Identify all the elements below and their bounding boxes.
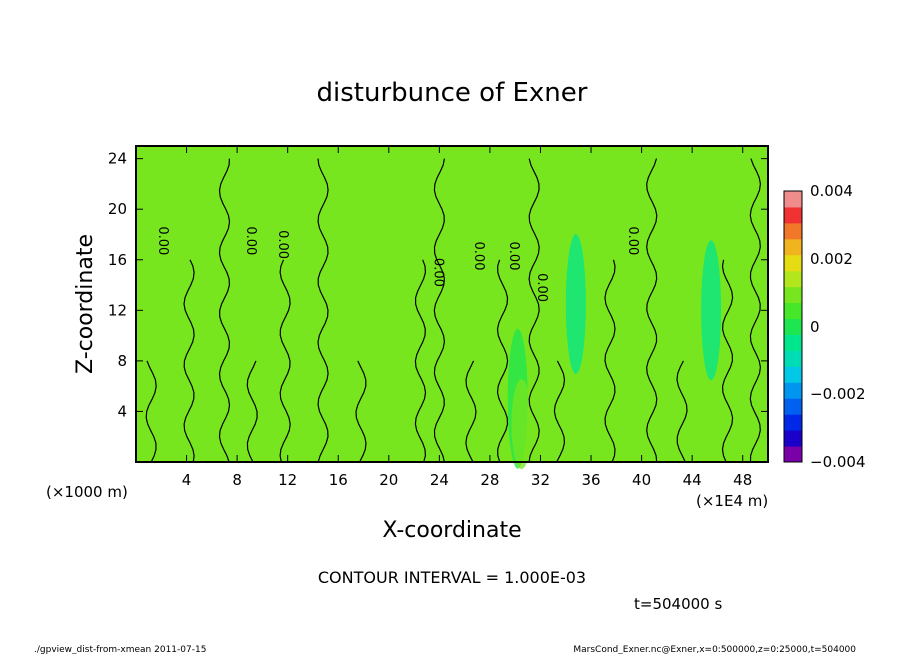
contour-line-5 <box>317 158 329 463</box>
contour-label-2: 0.00 <box>275 230 290 259</box>
contour-interval-text: CONTOUR INTERVAL = 1.000E-03 <box>318 568 586 587</box>
contour-line-4 <box>279 259 291 463</box>
plot-area: 0.00 0.00 0.00 0.00 0.00 0.00 0.00 0.00 <box>135 145 769 470</box>
footer-right: MarsCond_Exner.nc@Exner,x=0:500000,z=0:2… <box>573 645 856 654</box>
colorbar-swatch-12 <box>784 254 802 272</box>
contour-line-8 <box>433 158 446 463</box>
x-tick-label-40: 40 <box>632 471 651 489</box>
y-tick-label-8: 8 <box>117 352 127 370</box>
y-tick-label-24: 24 <box>108 150 127 168</box>
contour-label-0: 0.00 <box>155 226 170 255</box>
x-tick-label-28: 28 <box>480 471 499 489</box>
colorbar-swatch-9 <box>784 302 802 320</box>
x-tick-label-16: 16 <box>329 471 348 489</box>
colorbar-swatch-4 <box>784 382 802 399</box>
contour-line-10 <box>496 259 509 463</box>
x-unit-note: (×1000 m) <box>46 483 128 501</box>
time-label: t=504000 s <box>634 595 722 613</box>
colorbar-swatch-10 <box>784 286 802 304</box>
x-tick-label-24: 24 <box>430 471 449 489</box>
contour-line-12 <box>553 360 566 463</box>
colorbar-swatch-13 <box>784 238 802 256</box>
contour-line-1 <box>183 259 195 463</box>
colorbar-swatch-2 <box>784 414 802 431</box>
contour-line-15 <box>676 360 688 463</box>
colorbar-swatch-15 <box>784 206 802 224</box>
contour-line-11 <box>528 158 540 463</box>
contour-line-17 <box>749 158 762 463</box>
y-tick-label-20: 20 <box>108 200 127 218</box>
contour-line-14 <box>646 158 658 463</box>
contour-label-6: 0.00 <box>534 273 549 302</box>
contour-line-0 <box>145 360 157 463</box>
contour-label-5: 0.00 <box>506 242 521 271</box>
y-tick-label-4: 4 <box>117 402 127 420</box>
contour-line-16 <box>721 259 734 463</box>
contour-line-7 <box>414 259 427 463</box>
contour-label-1: 0.00 <box>243 226 258 255</box>
contour-label-4: 0.00 <box>471 242 486 271</box>
field-low-1 <box>701 240 722 381</box>
x-scale-note: (×1E4 m) <box>696 492 768 510</box>
contour-line-9 <box>465 360 477 463</box>
contour-line-2 <box>218 158 231 463</box>
chart-title: disturbunce of Exner <box>317 78 588 108</box>
colorbar-frame <box>783 190 803 463</box>
colorbar-swatch-3 <box>784 398 802 415</box>
field-high-5 <box>511 379 532 470</box>
contour-line-13 <box>604 259 616 463</box>
colorbar-swatch-1 <box>784 430 802 447</box>
x-tick-label-36: 36 <box>581 471 600 489</box>
field-low-0 <box>565 234 586 374</box>
field-high-4 <box>401 341 422 432</box>
colorbar-label-0: 0.004 <box>810 182 853 200</box>
y-axis: 4 8 12 16 20 24 <box>108 150 768 420</box>
colorbar-swatch-7 <box>784 334 802 351</box>
x-tick-label-8: 8 <box>232 471 242 489</box>
colorbar-swatch-8 <box>784 318 802 335</box>
plot-background <box>136 146 768 462</box>
y-axis-label: Z-coordinate <box>73 234 98 374</box>
contour-lines <box>145 158 762 463</box>
contour-labels: 0.00 0.00 0.00 0.00 0.00 0.00 0.00 0.00 <box>155 226 640 302</box>
x-tick-label-32: 32 <box>531 471 550 489</box>
y-tick-label-12: 12 <box>108 301 127 319</box>
x-axis-label: X-coordinate <box>382 518 521 543</box>
x-tick-label-20: 20 <box>379 471 398 489</box>
x-axis: 4 8 12 16 20 24 28 32 36 40 44 48 <box>182 146 752 489</box>
colorbar-swatch-11 <box>784 270 802 288</box>
x-tick-label-44: 44 <box>683 471 702 489</box>
contour-line-6 <box>355 360 367 463</box>
colorbar-swatch-14 <box>784 222 802 240</box>
contour-label-3: 0.00 <box>430 258 445 287</box>
x-tick-label-4: 4 <box>182 471 192 489</box>
y-tick-label-16: 16 <box>108 251 127 269</box>
colorbar-swatch-6 <box>784 350 802 367</box>
contour-label-7: 0.00 <box>625 226 640 255</box>
colorbar-swatch-5 <box>784 366 802 383</box>
footer-left: ./gpview_dist-from-xmean 2011-07-15 <box>34 645 206 654</box>
colorbar-label-1: 0.002 <box>810 250 853 268</box>
colorbar-label-2: 0 <box>810 318 820 336</box>
colorbar-label-3: −0.002 <box>810 385 866 403</box>
colorbar-swatch-0 <box>784 446 802 463</box>
colorbar: 0.004 0.002 0 −0.002 −0.004 <box>784 182 866 471</box>
x-tick-label-48: 48 <box>733 471 752 489</box>
plot-frame <box>135 145 769 463</box>
x-tick-label-12: 12 <box>278 471 297 489</box>
contour-line-3 <box>246 360 258 463</box>
colorbar-label-4: −0.004 <box>810 453 866 471</box>
colorbar-swatch-16 <box>784 191 802 208</box>
